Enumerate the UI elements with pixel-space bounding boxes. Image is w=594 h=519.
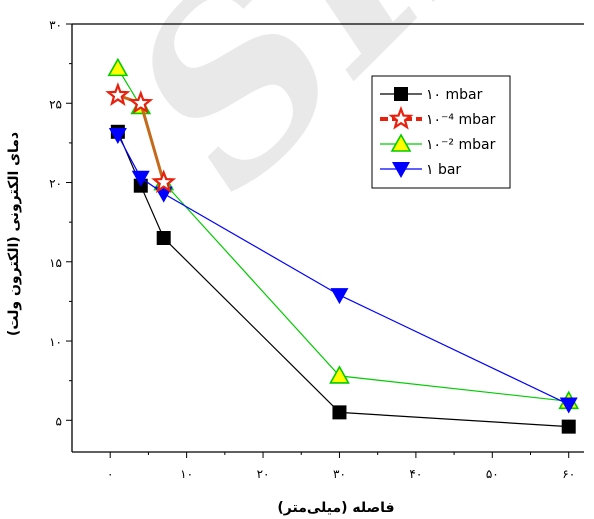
y-tick-label: ۱۵ [49,256,62,270]
x-tick-label: ۱۰ [180,467,193,481]
x-tick-label: ۴۰ [409,467,422,481]
data-point [131,170,150,187]
legend: ۱۰ mbar ۱۰⁻⁴ mbar ۱۰⁻² mbar ۱ bar [371,75,511,189]
y-tick-label: ۵ [56,414,62,428]
data-point [329,365,350,384]
y-tick-label: ۳۰ [49,18,62,32]
data-point [128,90,154,114]
data-point [156,231,171,245]
legend-entry: ۱۰⁻² mbar [380,133,496,153]
x-axis-label: فاصله (میلی‌متر) [277,500,394,516]
y-tick-label: ۱۰ [49,335,62,349]
y-tick-label: ۲۰ [49,177,62,191]
legend-label: ۱۰⁻² mbar [426,137,496,153]
legend-label: ۱۰⁻⁴ mbar [426,112,496,128]
series-layer [105,57,580,434]
legend-entry: ۱۰ mbar [380,87,483,103]
x-tick-label: ۳۰ [333,467,346,481]
data-point [107,57,129,77]
legend-marker [390,133,412,152]
legend-entry: ۱ bar [380,162,461,178]
legend-label: ۱۰ mbar [426,87,483,103]
legend-entry: ۱۰⁻⁴ mbar [380,105,496,130]
x-tick-label: ۶۰ [562,467,575,481]
data-point [332,405,347,420]
legend-marker [388,105,414,130]
data-point [108,127,127,144]
legend-marker [392,162,410,178]
y-axis-label: دمای الکترونی (الکترون ولت) [6,132,22,336]
x-tick-label: ۵۰ [486,467,499,481]
x-tick-label: ۰ [107,467,113,481]
watermark: SID [76,0,594,240]
legend-marker [394,87,408,101]
y-tick-label: ۲۵ [49,97,62,111]
axes: ۰ ۱۰ ۲۰ ۳۰ ۴۰ ۵۰ ۶۰ ۵ ۱۰ ۱۵ ۲۰ ۲۵ ۳۰ [49,18,584,481]
data-point [559,397,578,414]
data-point [151,169,177,194]
data-point [561,419,576,434]
x-tick-label: ۲۰ [257,467,270,481]
data-point [330,288,349,305]
data-point [105,82,131,106]
series-1 [105,82,177,194]
legend-label: ۱ bar [426,162,461,178]
